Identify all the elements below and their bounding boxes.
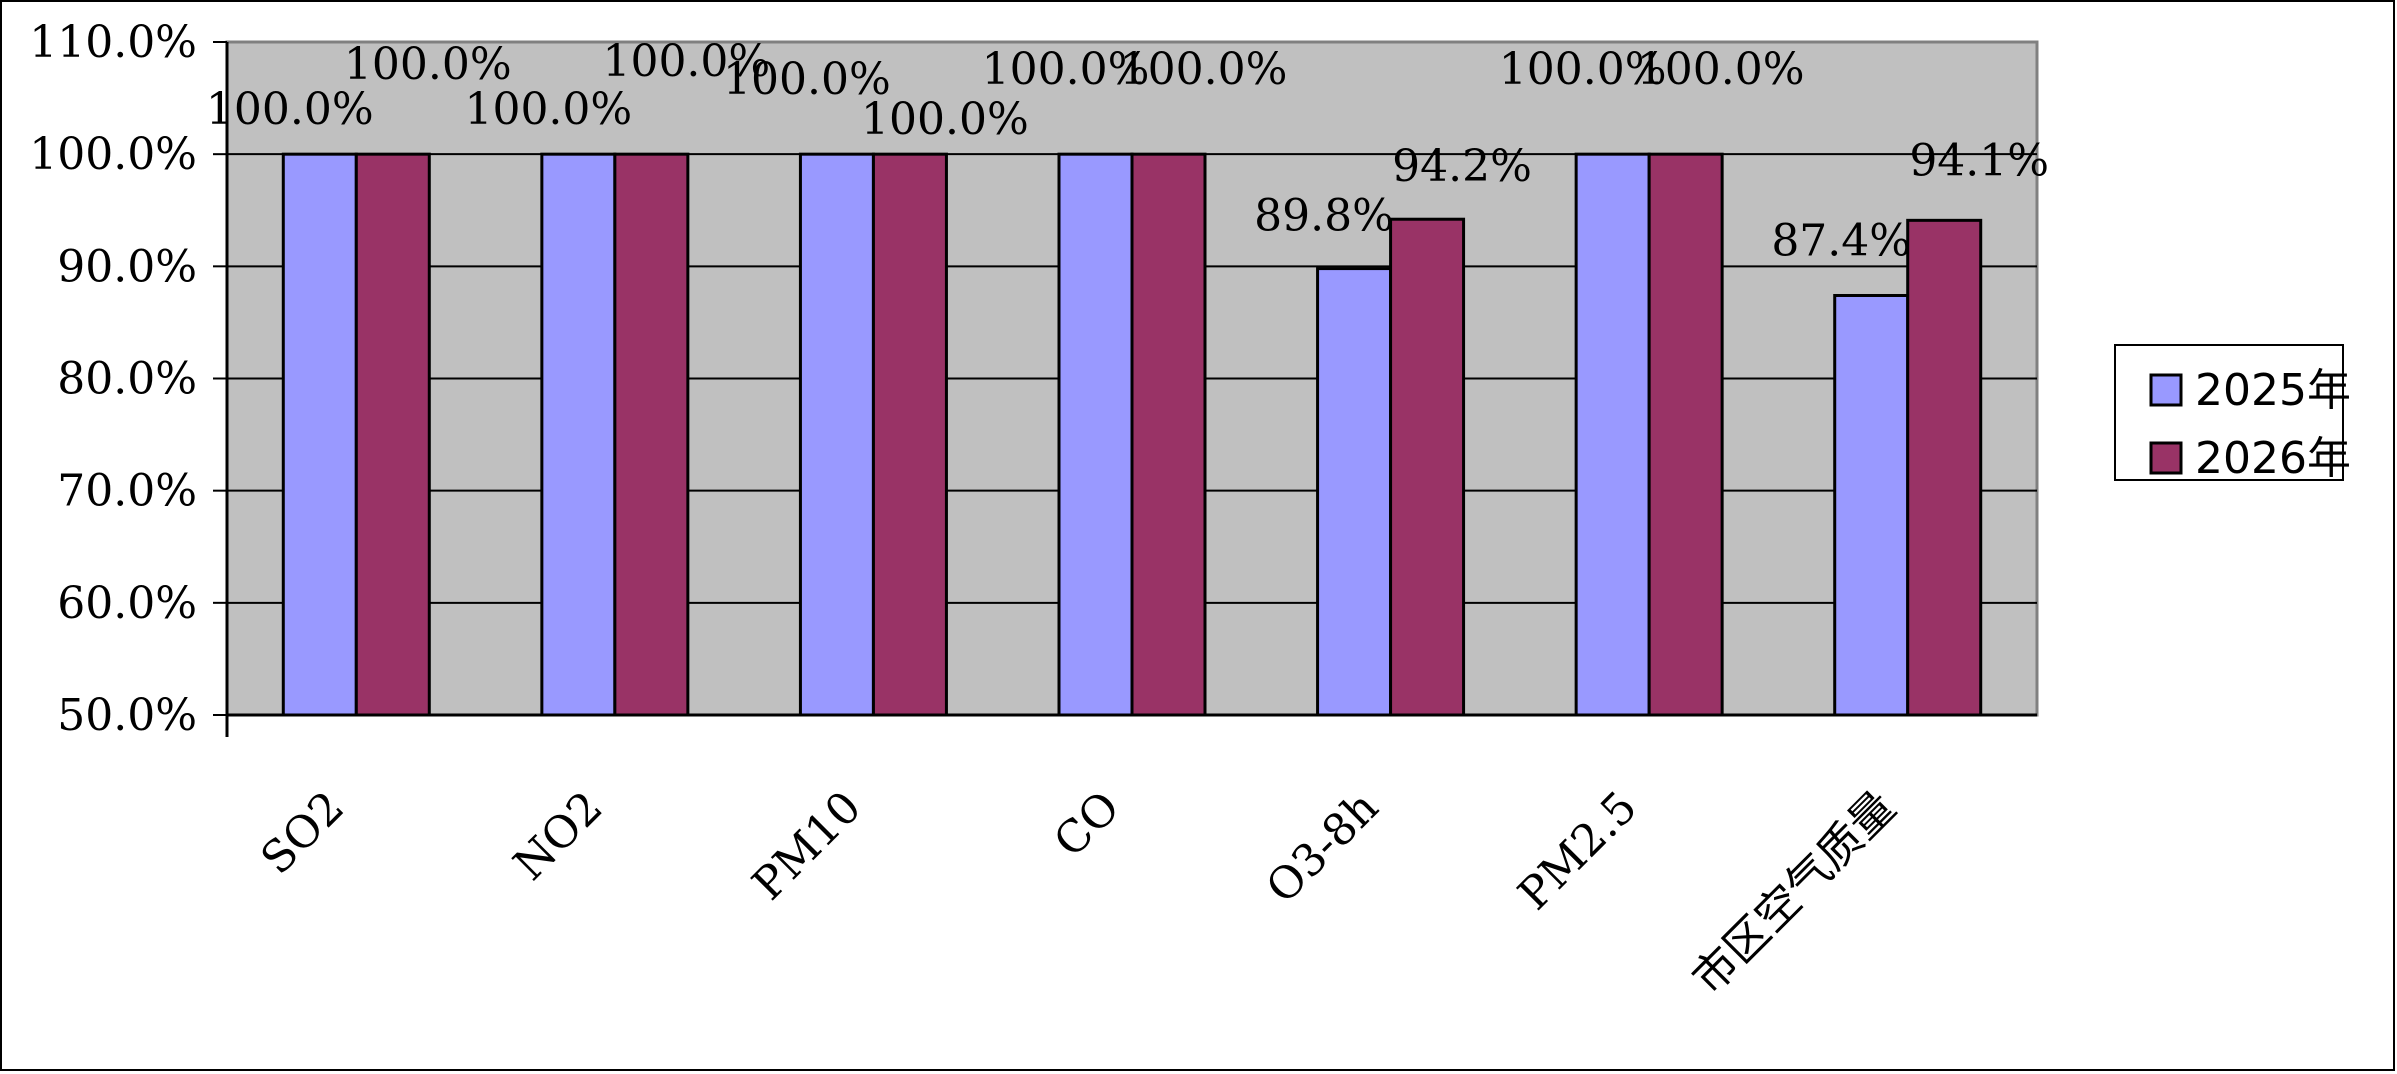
x-category-label: CO xyxy=(1044,782,1129,867)
y-tick-label: 110.0% xyxy=(29,17,197,68)
x-category-label: NO2 xyxy=(504,782,613,891)
legend-label: 2025年 xyxy=(2195,365,2351,416)
data-label: 100.0% xyxy=(206,84,374,135)
bar xyxy=(613,152,690,717)
bar xyxy=(1906,218,1983,717)
bar xyxy=(281,152,358,717)
data-label: 94.1% xyxy=(1909,135,2049,186)
x-category-label: PM10 xyxy=(743,782,871,910)
bar xyxy=(1316,267,1393,717)
data-label: 89.8% xyxy=(1254,191,1394,242)
legend-swatch xyxy=(2149,441,2183,475)
bar xyxy=(1574,152,1651,717)
bar xyxy=(1130,152,1207,717)
y-tick-label: 50.0% xyxy=(57,690,197,741)
y-tick-label: 80.0% xyxy=(57,354,197,405)
bar xyxy=(871,152,948,717)
data-label: 100.0% xyxy=(602,36,770,87)
bar xyxy=(1057,152,1134,717)
bar xyxy=(798,152,875,717)
bar xyxy=(540,152,617,717)
data-label: 100.0% xyxy=(344,39,512,90)
y-tick-label: 60.0% xyxy=(57,578,197,629)
data-label: 100.0% xyxy=(982,44,1150,95)
y-tick-label: 90.0% xyxy=(57,241,197,292)
bar xyxy=(1647,152,1724,717)
bar xyxy=(1833,293,1910,717)
x-category-label: PM2.5 xyxy=(1509,782,1647,920)
x-category-label: O3-8h xyxy=(1257,782,1389,914)
data-label: 100.0% xyxy=(723,54,891,105)
x-category-label: 市区空气质量 xyxy=(1683,782,1906,1005)
data-label: 100.0% xyxy=(861,94,1029,145)
y-tick-label: 100.0% xyxy=(29,129,197,180)
legend-label: 2026年 xyxy=(2195,433,2351,484)
x-category-label: SO2 xyxy=(251,782,354,885)
data-label: 100.0% xyxy=(1120,44,1288,95)
data-label: 100.0% xyxy=(1637,44,1805,95)
data-label: 87.4% xyxy=(1771,215,1911,266)
data-label: 94.2% xyxy=(1392,141,1532,192)
bar xyxy=(1389,217,1466,717)
data-label: 100.0% xyxy=(464,84,632,135)
data-label: 100.0% xyxy=(1499,44,1667,95)
y-tick-label: 70.0% xyxy=(57,466,197,517)
legend-swatch xyxy=(2149,373,2183,407)
bar xyxy=(354,152,431,717)
